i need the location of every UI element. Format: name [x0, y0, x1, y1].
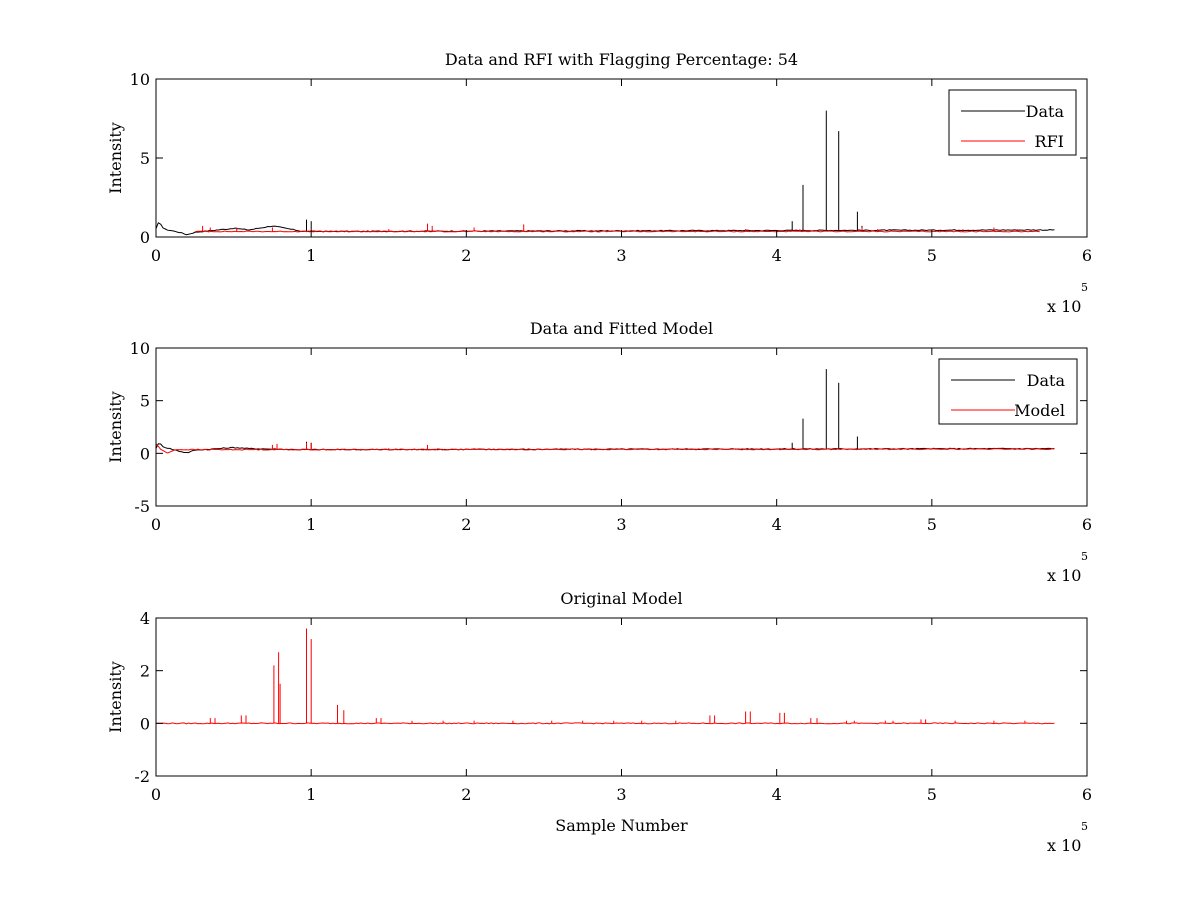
series-line-data: [156, 443, 1055, 454]
x-tick-label: 2: [461, 785, 471, 804]
x-tick-label: 0: [151, 246, 161, 265]
x-tick-label: 6: [1082, 515, 1092, 534]
y-tick-label: 10: [130, 70, 150, 89]
x-tick-label: 5: [927, 246, 937, 265]
y-tick-label: 2: [140, 662, 150, 681]
x-tick-label: 1: [306, 785, 316, 804]
x-tick-label: 5: [927, 515, 937, 534]
legend-entry-label: RFI: [1035, 132, 1064, 151]
x-tick-label: 3: [616, 785, 626, 804]
y-axis-label: Intensity: [106, 391, 125, 463]
legend-entry-label: Model: [1014, 401, 1065, 420]
x-tick-label: 2: [461, 515, 471, 534]
x-tick-label: 5: [927, 785, 937, 804]
chart-title: Original Model: [560, 589, 682, 608]
y-tick-label: 0: [140, 228, 150, 247]
series-line-rfi: [194, 230, 1040, 233]
x-exponent-label: x 10: [1047, 836, 1081, 855]
x-axis-label: Sample Number: [555, 816, 688, 835]
y-tick-label: 0: [140, 714, 150, 733]
chart-title: Data and Fitted Model: [530, 319, 713, 338]
series-line-model: [156, 722, 1055, 725]
y-tick-label: -2: [134, 767, 150, 786]
chart-title: Data and RFI with Flagging Percentage: 5…: [445, 50, 798, 69]
x-exponent-label: x 10: [1047, 566, 1081, 585]
series-group: [156, 369, 1055, 454]
y-axis-label: Intensity: [106, 122, 125, 194]
x-exponent-label: x 10: [1047, 297, 1081, 316]
y-tick-label: 4: [140, 609, 150, 628]
legend: Data RFI: [948, 89, 1077, 156]
legend-box: [938, 358, 1078, 425]
series-line-model: [156, 443, 1055, 454]
legend-entry-label: Data: [1027, 371, 1066, 390]
x-tick-label: 6: [1082, 246, 1092, 265]
x-exponent-power: 5: [1081, 820, 1088, 833]
x-tick-label: 4: [772, 246, 782, 265]
y-tick-label: 0: [140, 444, 150, 463]
y-tick-label: 5: [140, 392, 150, 411]
legend-entry-label: Data: [1026, 102, 1065, 121]
y-tick-label: 10: [130, 339, 150, 358]
series-group: [156, 110, 1055, 236]
series-line-data: [156, 222, 1055, 236]
x-tick-label: 0: [151, 515, 161, 534]
x-tick-label: 3: [616, 515, 626, 534]
x-tick-label: 1: [306, 246, 316, 265]
x-tick-label: 0: [151, 785, 161, 804]
x-exponent-power: 5: [1081, 281, 1088, 294]
x-tick-label: 2: [461, 246, 471, 265]
axes-frame: [155, 617, 1088, 777]
x-tick-label: 3: [616, 246, 626, 265]
legend-box: [948, 89, 1077, 156]
y-tick-label: -5: [134, 497, 150, 516]
series-group: [156, 628, 1055, 725]
y-axis-label: Intensity: [106, 661, 125, 733]
axes-frame: [155, 78, 1088, 238]
legend: Data Model: [938, 358, 1078, 425]
x-exponent-power: 5: [1081, 550, 1088, 563]
x-tick-label: 4: [772, 515, 782, 534]
x-tick-label: 6: [1082, 785, 1092, 804]
x-tick-label: 4: [772, 785, 782, 804]
y-tick-label: 5: [140, 149, 150, 168]
x-tick-label: 1: [306, 515, 316, 534]
